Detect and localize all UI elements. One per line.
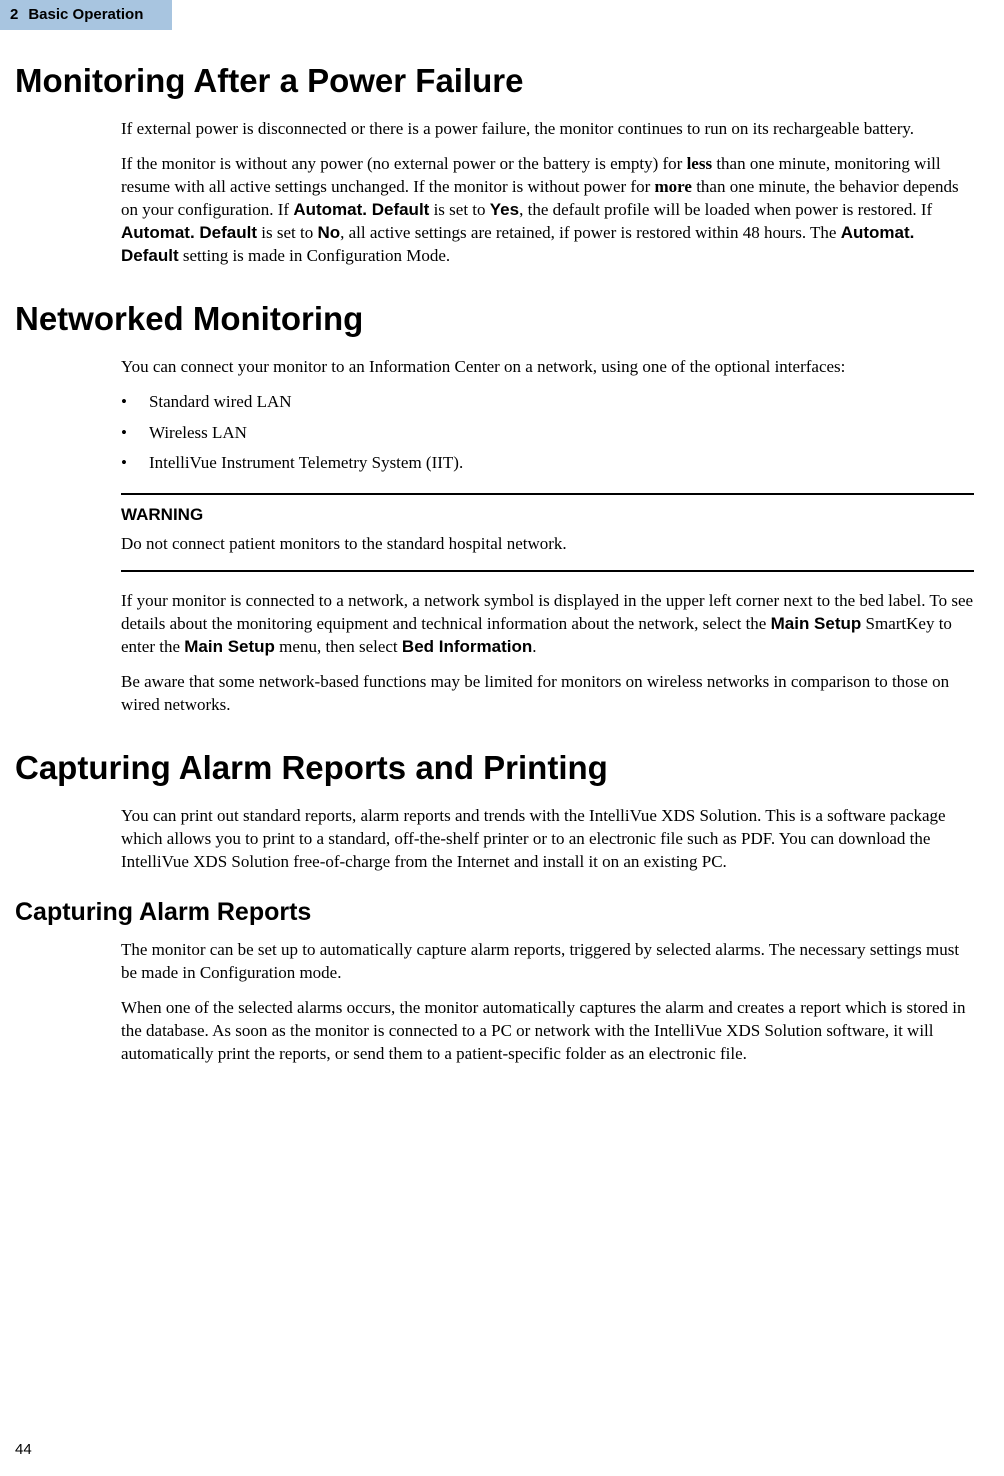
list-item-text: Wireless LAN xyxy=(149,422,247,445)
divider xyxy=(121,570,974,572)
list-item: • Wireless LAN xyxy=(121,422,974,445)
list-item-text: IntelliVue Instrument Telemetry System (… xyxy=(149,452,463,475)
bullet-icon: • xyxy=(121,391,127,414)
paragraph: If external power is disconnected or the… xyxy=(121,118,974,141)
list-item: • IntelliVue Instrument Telemetry System… xyxy=(121,452,974,475)
chapter-title: Basic Operation xyxy=(28,6,143,23)
page-number: 44 xyxy=(15,1441,32,1458)
warning-body: Do not connect patient monitors to the s… xyxy=(121,533,974,556)
text-run: . xyxy=(532,637,536,656)
ui-term: Automat. Default xyxy=(121,223,257,242)
list-item: • Standard wired LAN xyxy=(121,391,974,414)
bold-text: less xyxy=(687,154,713,173)
bullet-icon: • xyxy=(121,422,127,445)
section-heading-networked: Networked Monitoring xyxy=(15,300,989,338)
text-run: If the monitor is without any power (no … xyxy=(121,154,687,173)
text-run: is set to xyxy=(429,200,489,219)
warning-label: WARNING xyxy=(121,505,974,525)
text-run: , all active settings are retained, if p… xyxy=(340,223,841,242)
bullet-icon: • xyxy=(121,452,127,475)
paragraph: The monitor can be set up to automatical… xyxy=(121,939,974,985)
text-run: is set to xyxy=(257,223,317,242)
bold-text: more xyxy=(654,177,691,196)
page-content: Monitoring After a Power Failure If exte… xyxy=(0,62,1004,1066)
ui-term: Main Setup xyxy=(771,614,862,633)
paragraph: Be aware that some network-based functio… xyxy=(121,671,974,717)
paragraph: When one of the selected alarms occurs, … xyxy=(121,997,974,1066)
divider xyxy=(121,493,974,495)
paragraph: You can print out standard reports, alar… xyxy=(121,805,974,874)
section-heading-power-failure: Monitoring After a Power Failure xyxy=(15,62,989,100)
subsection-heading-alarm-reports: Capturing Alarm Reports xyxy=(15,898,989,927)
text-run: menu, then select xyxy=(275,637,402,656)
text-run: , the default profile will be loaded whe… xyxy=(519,200,932,219)
paragraph: You can connect your monitor to an Infor… xyxy=(121,356,974,379)
warning-admonition: WARNING Do not connect patient monitors … xyxy=(121,493,974,572)
chapter-header-bar: 2 Basic Operation xyxy=(0,0,172,30)
section-heading-capturing: Capturing Alarm Reports and Printing xyxy=(15,749,989,787)
paragraph: If your monitor is connected to a networ… xyxy=(121,590,974,659)
list-item-text: Standard wired LAN xyxy=(149,391,292,414)
text-run: setting is made in Configuration Mode. xyxy=(179,246,451,265)
ui-term: Yes xyxy=(490,200,519,219)
ui-term: Main Setup xyxy=(184,637,275,656)
ui-term: No xyxy=(317,223,340,242)
ui-term: Bed Information xyxy=(402,637,532,656)
paragraph: If the monitor is without any power (no … xyxy=(121,153,974,268)
chapter-number: 2 xyxy=(10,6,18,23)
ui-term: Automat. Default xyxy=(293,200,429,219)
